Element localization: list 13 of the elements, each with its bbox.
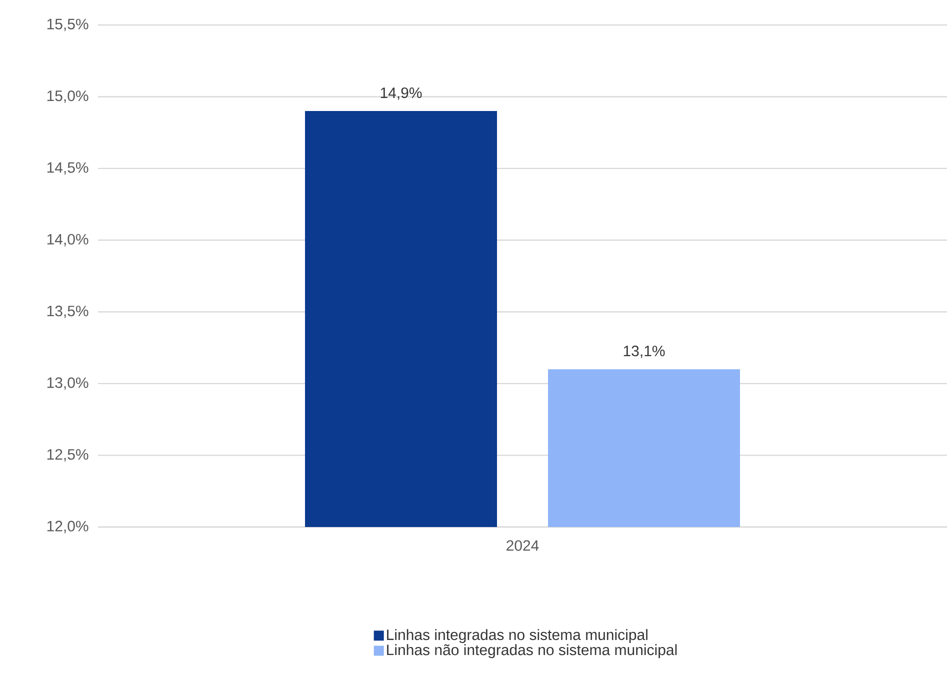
y-tick-label: 13,0% [47, 377, 88, 390]
legend-label: Linhas integradas no sistema municipal [387, 629, 648, 644]
y-tick-label: 12,5% [47, 449, 88, 462]
y-tick-label: 14,0% [47, 234, 88, 246]
y-tick-label: 15,5% [47, 18, 88, 32]
legend-label: Linhas não integradas no sistema municipal [387, 644, 677, 658]
y-tick-label: 12,0% [47, 520, 88, 534]
y-tick-label: 15,0% [47, 90, 88, 103]
y-tick-label: 13,5% [47, 306, 88, 318]
x-tick-label: 2024 [506, 540, 539, 551]
y-tick-label: 14,5% [47, 162, 88, 175]
data-label: 14,9% [380, 87, 422, 100]
data-label: 13,1% [624, 346, 665, 358]
